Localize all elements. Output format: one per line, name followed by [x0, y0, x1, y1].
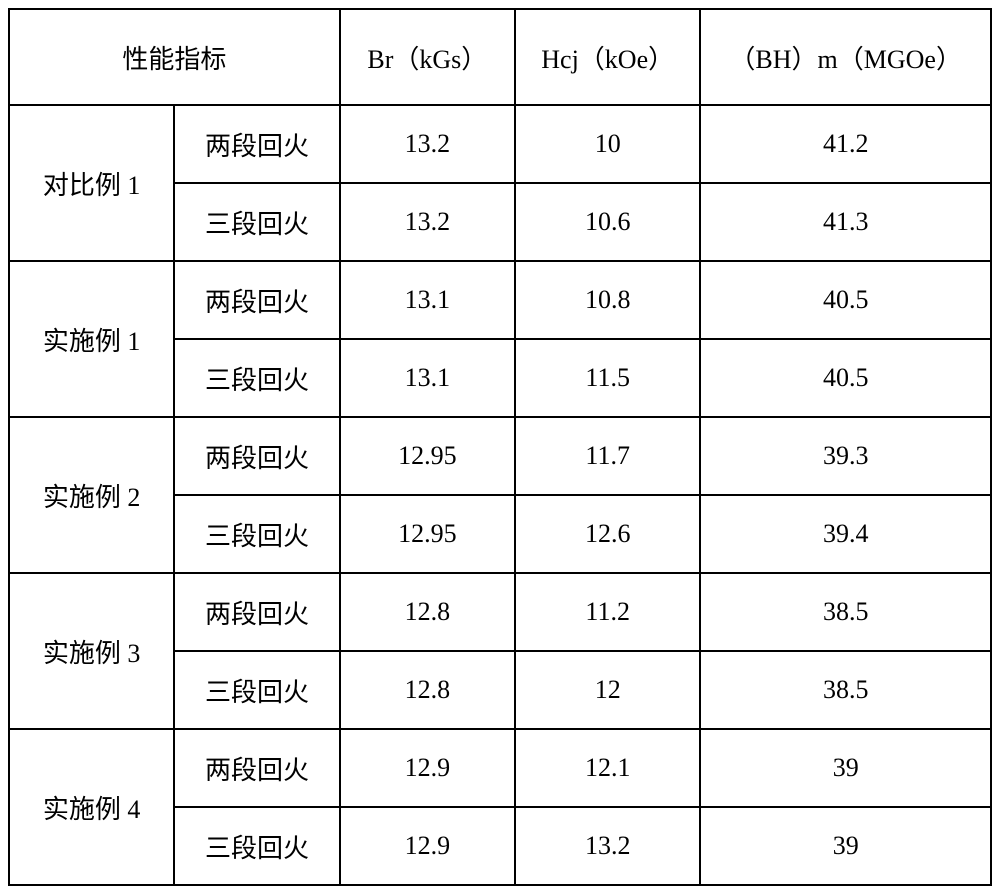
hcj-cell: 10: [515, 105, 700, 183]
bhm-cell: 38.5: [700, 651, 991, 729]
br-cell: 12.95: [340, 417, 515, 495]
bhm-cell: 40.5: [700, 339, 991, 417]
table-row: 对比例 1 两段回火 13.2 10 41.2: [9, 105, 991, 183]
table-body: 对比例 1 两段回火 13.2 10 41.2 三段回火 13.2 10.6 4…: [9, 105, 991, 885]
br-cell: 12.95: [340, 495, 515, 573]
br-cell: 12.9: [340, 729, 515, 807]
br-cell: 13.2: [340, 105, 515, 183]
br-cell: 13.2: [340, 183, 515, 261]
sublabel-cell: 三段回火: [174, 183, 339, 261]
bhm-cell: 39.4: [700, 495, 991, 573]
bhm-cell: 39: [700, 729, 991, 807]
header-hcj: Hcj（kOe）: [515, 9, 700, 105]
hcj-cell: 10.6: [515, 183, 700, 261]
bhm-cell: 40.5: [700, 261, 991, 339]
bhm-cell: 39.3: [700, 417, 991, 495]
hcj-cell: 12: [515, 651, 700, 729]
header-performance-metric: 性能指标: [9, 9, 340, 105]
br-cell: 12.9: [340, 807, 515, 885]
sublabel-cell: 两段回火: [174, 417, 339, 495]
header-br: Br（kGs）: [340, 9, 515, 105]
hcj-cell: 11.7: [515, 417, 700, 495]
hcj-cell: 12.6: [515, 495, 700, 573]
br-cell: 12.8: [340, 651, 515, 729]
br-cell: 12.8: [340, 573, 515, 651]
bhm-cell: 41.3: [700, 183, 991, 261]
hcj-cell: 13.2: [515, 807, 700, 885]
group-label: 实施例 1: [9, 261, 174, 417]
hcj-cell: 10.8: [515, 261, 700, 339]
bhm-cell: 39: [700, 807, 991, 885]
group-label: 实施例 3: [9, 573, 174, 729]
performance-table: 性能指标 Br（kGs） Hcj（kOe） （BH）m（MGOe） 对比例 1 …: [8, 8, 992, 886]
bhm-cell: 38.5: [700, 573, 991, 651]
bhm-cell: 41.2: [700, 105, 991, 183]
sublabel-cell: 两段回火: [174, 261, 339, 339]
br-cell: 13.1: [340, 339, 515, 417]
hcj-cell: 11.2: [515, 573, 700, 651]
table-row: 实施例 3 两段回火 12.8 11.2 38.5: [9, 573, 991, 651]
sublabel-cell: 两段回火: [174, 573, 339, 651]
table-row: 实施例 1 两段回火 13.1 10.8 40.5: [9, 261, 991, 339]
table-row: 实施例 4 两段回火 12.9 12.1 39: [9, 729, 991, 807]
sublabel-cell: 两段回火: [174, 729, 339, 807]
group-label: 实施例 4: [9, 729, 174, 885]
hcj-cell: 11.5: [515, 339, 700, 417]
sublabel-cell: 三段回火: [174, 495, 339, 573]
sublabel-cell: 三段回火: [174, 807, 339, 885]
header-bhm: （BH）m（MGOe）: [700, 9, 991, 105]
br-cell: 13.1: [340, 261, 515, 339]
table-row: 实施例 2 两段回火 12.95 11.7 39.3: [9, 417, 991, 495]
group-label: 对比例 1: [9, 105, 174, 261]
group-label: 实施例 2: [9, 417, 174, 573]
sublabel-cell: 三段回火: [174, 339, 339, 417]
sublabel-cell: 三段回火: [174, 651, 339, 729]
sublabel-cell: 两段回火: [174, 105, 339, 183]
table-header-row: 性能指标 Br（kGs） Hcj（kOe） （BH）m（MGOe）: [9, 9, 991, 105]
hcj-cell: 12.1: [515, 729, 700, 807]
